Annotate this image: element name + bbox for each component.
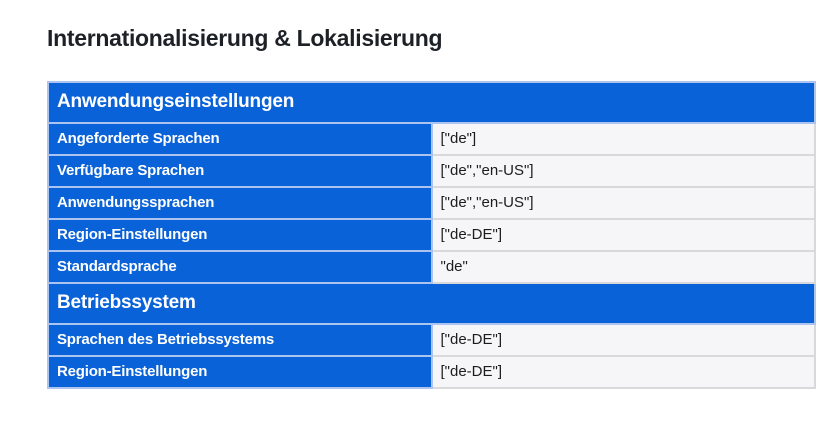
- page: Internationalisierung & Lokalisierung An…: [47, 25, 816, 389]
- table-row: Sprachen des Betriebssystems ["de-DE"]: [47, 323, 816, 357]
- row-value-region-einstellungen-os: ["de-DE"]: [430, 355, 816, 389]
- table-row: Region-Einstellungen ["de-DE"]: [47, 218, 816, 252]
- row-value-region-einstellungen-app: ["de-DE"]: [430, 218, 816, 252]
- row-value-angeforderte-sprachen: ["de"]: [430, 122, 816, 156]
- section-header-betriebssystem: Betriebssystem: [47, 282, 816, 325]
- row-label-anwendungssprachen: Anwendungssprachen: [47, 186, 433, 220]
- table-row: Standardsprache "de": [47, 250, 816, 284]
- row-value-sprachen-des-betriebssystems: ["de-DE"]: [430, 323, 816, 357]
- table-row: Angeforderte Sprachen ["de"]: [47, 122, 816, 156]
- row-label-region-einstellungen-os: Region-Einstellungen: [47, 355, 433, 389]
- row-label-verfuegbare-sprachen: Verfügbare Sprachen: [47, 154, 433, 188]
- section-header-row: Anwendungseinstellungen: [47, 81, 816, 124]
- section-header-row: Betriebssystem: [47, 282, 816, 325]
- row-label-sprachen-des-betriebssystems: Sprachen des Betriebssystems: [47, 323, 433, 357]
- page-title: Internationalisierung & Lokalisierung: [47, 25, 443, 51]
- i18n-settings-table: Anwendungseinstellungen Angeforderte Spr…: [47, 81, 816, 389]
- table-row: Region-Einstellungen ["de-DE"]: [47, 355, 816, 389]
- row-value-standardsprache: "de": [430, 250, 816, 284]
- row-label-region-einstellungen-app: Region-Einstellungen: [47, 218, 433, 252]
- row-value-anwendungssprachen: ["de","en-US"]: [430, 186, 816, 220]
- table-row: Anwendungssprachen ["de","en-US"]: [47, 186, 816, 220]
- row-label-standardsprache: Standardsprache: [47, 250, 433, 284]
- row-label-angeforderte-sprachen: Angeforderte Sprachen: [47, 122, 433, 156]
- section-header-anwendungseinstellungen: Anwendungseinstellungen: [47, 81, 816, 124]
- row-value-verfuegbare-sprachen: ["de","en-US"]: [430, 154, 816, 188]
- table-row: Verfügbare Sprachen ["de","en-US"]: [47, 154, 816, 188]
